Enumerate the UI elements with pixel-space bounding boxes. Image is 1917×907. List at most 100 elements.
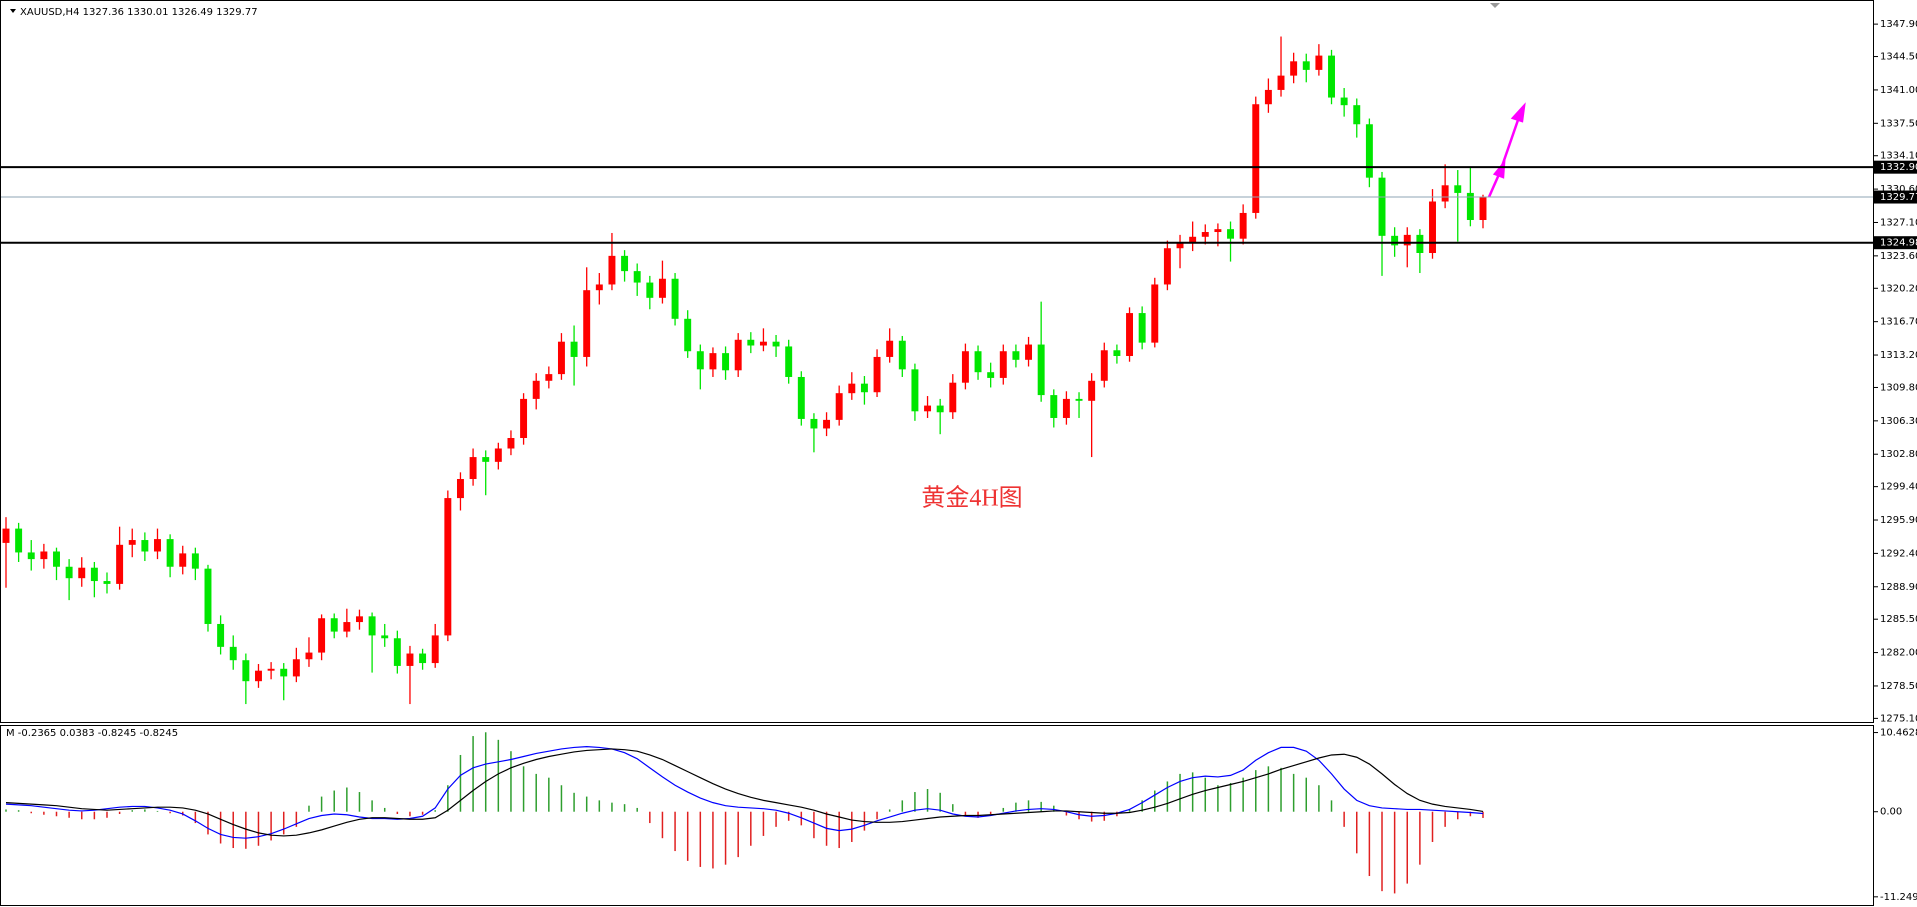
menu-arrow bbox=[10, 9, 16, 13]
y-tick-label: 1278.50 bbox=[1880, 681, 1917, 692]
candle-body bbox=[823, 419, 831, 429]
candle-body bbox=[570, 341, 578, 357]
macd-line bbox=[5, 748, 1484, 837]
candle-body bbox=[141, 540, 149, 552]
candle-body bbox=[166, 539, 174, 567]
candle-body bbox=[595, 284, 603, 291]
candle-body bbox=[1328, 55, 1335, 98]
candle-body bbox=[1126, 313, 1134, 356]
candle-body bbox=[355, 616, 363, 623]
candle-body bbox=[772, 341, 780, 347]
candle-body bbox=[78, 567, 86, 579]
candle-body bbox=[90, 567, 98, 582]
y-tick-label: 1323.60 bbox=[1880, 251, 1917, 262]
candle-body bbox=[431, 635, 439, 664]
candle-body bbox=[128, 540, 136, 545]
candle-body bbox=[419, 653, 427, 664]
candle-body bbox=[1429, 201, 1436, 253]
current-price-line-tag bbox=[1874, 190, 1917, 204]
annotation: 黄金4H图 bbox=[921, 485, 1022, 512]
candle-body bbox=[1201, 232, 1209, 237]
candle-body bbox=[1416, 234, 1424, 253]
candle-body bbox=[1290, 61, 1298, 76]
y-tick-label: 1306.30 bbox=[1880, 416, 1917, 427]
candle-body bbox=[1403, 234, 1411, 246]
candle-body bbox=[785, 346, 793, 377]
candle-body bbox=[40, 551, 48, 560]
y-tick-label: 1302.80 bbox=[1880, 449, 1917, 460]
y-tick-label: 1299.40 bbox=[1880, 482, 1917, 493]
candle-body bbox=[494, 448, 502, 462]
y-tick-label: 1313.20 bbox=[1880, 350, 1917, 361]
macd-header: M -0.2365 0.0383 -0.8245 -0.8245 bbox=[6, 728, 178, 739]
candle-body bbox=[242, 660, 250, 682]
y-tick-label: 1327.10 bbox=[1880, 217, 1917, 228]
candle-body bbox=[1037, 344, 1045, 396]
candle-body bbox=[444, 498, 452, 636]
candle-body bbox=[1025, 344, 1033, 360]
candle-body bbox=[154, 539, 161, 552]
candle-body bbox=[65, 566, 73, 579]
y-tick-label: 1341.00 bbox=[1880, 85, 1917, 96]
y-tick-label: 1337.50 bbox=[1880, 118, 1917, 129]
candle-body bbox=[1189, 236, 1197, 244]
candle-body bbox=[318, 618, 326, 653]
candle-body bbox=[898, 340, 906, 370]
candle-body bbox=[860, 383, 868, 393]
candle-body bbox=[406, 653, 414, 666]
candle-body bbox=[1176, 243, 1184, 249]
current-price-line-label: 1329.77 bbox=[1880, 192, 1917, 203]
candle-body bbox=[747, 339, 755, 346]
y-tick-label: 1292.40 bbox=[1880, 548, 1917, 559]
candle-body bbox=[1151, 284, 1159, 343]
candle-body bbox=[974, 351, 982, 373]
y-tick-label: 1295.90 bbox=[1880, 515, 1917, 526]
candle-body bbox=[835, 393, 843, 420]
candle-body bbox=[1315, 55, 1323, 70]
candle-body bbox=[305, 652, 313, 660]
candle-body bbox=[229, 646, 237, 661]
candle-body bbox=[684, 318, 692, 352]
candle-body bbox=[1378, 177, 1386, 236]
level-line-tag bbox=[1874, 236, 1917, 250]
candle-body bbox=[1454, 185, 1462, 193]
candle-body bbox=[507, 438, 515, 449]
y-tick-label: 10.4628 bbox=[1880, 728, 1917, 739]
candle-body bbox=[179, 553, 187, 567]
candle-body bbox=[583, 290, 591, 357]
candle-body bbox=[911, 369, 919, 412]
candle-body bbox=[520, 398, 528, 439]
candle-body bbox=[15, 528, 23, 553]
candle-body bbox=[949, 382, 957, 413]
y-tick-label: 1285.50 bbox=[1880, 614, 1917, 625]
y-tick-label: 1347.90 bbox=[1880, 19, 1917, 30]
candle-body bbox=[810, 418, 818, 429]
candle-body bbox=[1214, 229, 1222, 233]
candle-body bbox=[608, 255, 616, 285]
macd-line bbox=[5, 746, 1484, 839]
candle-body bbox=[759, 341, 767, 346]
y-tick-label: 1330.60 bbox=[1880, 184, 1917, 195]
candle-body bbox=[734, 339, 742, 371]
candle-body bbox=[1391, 235, 1399, 246]
candle-body bbox=[646, 282, 654, 298]
y-tick-label: 1344.50 bbox=[1880, 52, 1917, 63]
candle-body bbox=[103, 581, 111, 584]
main-panel bbox=[0, 0, 1874, 723]
y-tick-label: -11.2498 bbox=[1880, 892, 1917, 903]
level-line-tag bbox=[1874, 160, 1917, 174]
candle-body bbox=[456, 479, 464, 499]
candle-body bbox=[27, 552, 35, 560]
y-tick-label: 0.00 bbox=[1880, 807, 1902, 818]
candle-body bbox=[1100, 350, 1108, 381]
candle-body bbox=[280, 668, 288, 677]
candle-body bbox=[2, 528, 10, 543]
candle-body bbox=[886, 340, 894, 357]
forecast-arrow bbox=[1487, 102, 1526, 198]
y-tick-label: 1320.20 bbox=[1880, 283, 1917, 294]
candle-body bbox=[873, 356, 881, 393]
candle-body bbox=[292, 659, 300, 677]
candle-body bbox=[621, 255, 629, 272]
macd-panel bbox=[0, 725, 1874, 906]
